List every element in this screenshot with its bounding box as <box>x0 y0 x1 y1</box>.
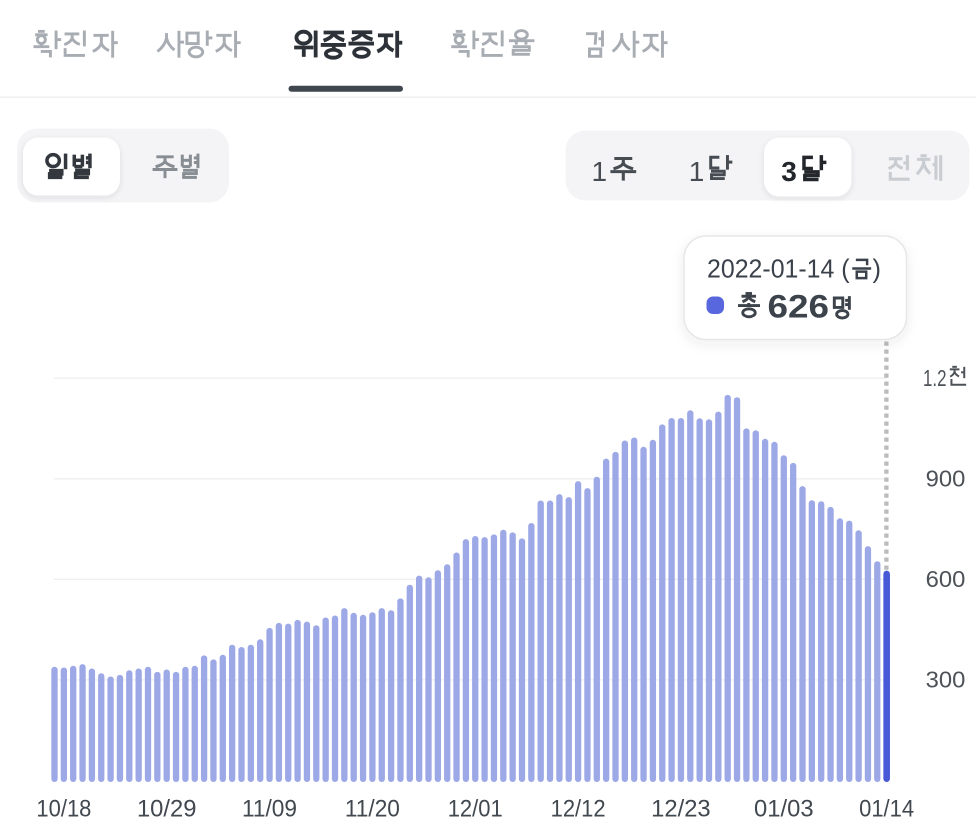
svg-text:12/01: 12/01 <box>448 796 503 823</box>
svg-text:300: 300 <box>926 667 966 693</box>
svg-text:): ) <box>873 256 882 284</box>
svg-text:11/20: 11/20 <box>345 796 400 823</box>
svg-text:12/23: 12/23 <box>651 796 711 823</box>
svg-text:1: 1 <box>689 156 705 187</box>
svg-text:01/14: 01/14 <box>859 796 914 823</box>
svg-text:1.2: 1.2 <box>923 365 947 391</box>
svg-text:900: 900 <box>926 466 966 492</box>
svg-text:600: 600 <box>926 566 966 592</box>
svg-text:1: 1 <box>592 156 608 187</box>
svg-text:12/12: 12/12 <box>551 796 606 823</box>
svg-text:01/03: 01/03 <box>754 796 814 823</box>
svg-text:11/09: 11/09 <box>242 796 297 823</box>
svg-text:10/29: 10/29 <box>137 796 197 823</box>
svg-text:626: 626 <box>768 288 830 324</box>
svg-text:3: 3 <box>781 156 797 187</box>
svg-text:10/18: 10/18 <box>36 796 91 823</box>
svg-text:2022-01-14 (: 2022-01-14 ( <box>707 256 850 284</box>
